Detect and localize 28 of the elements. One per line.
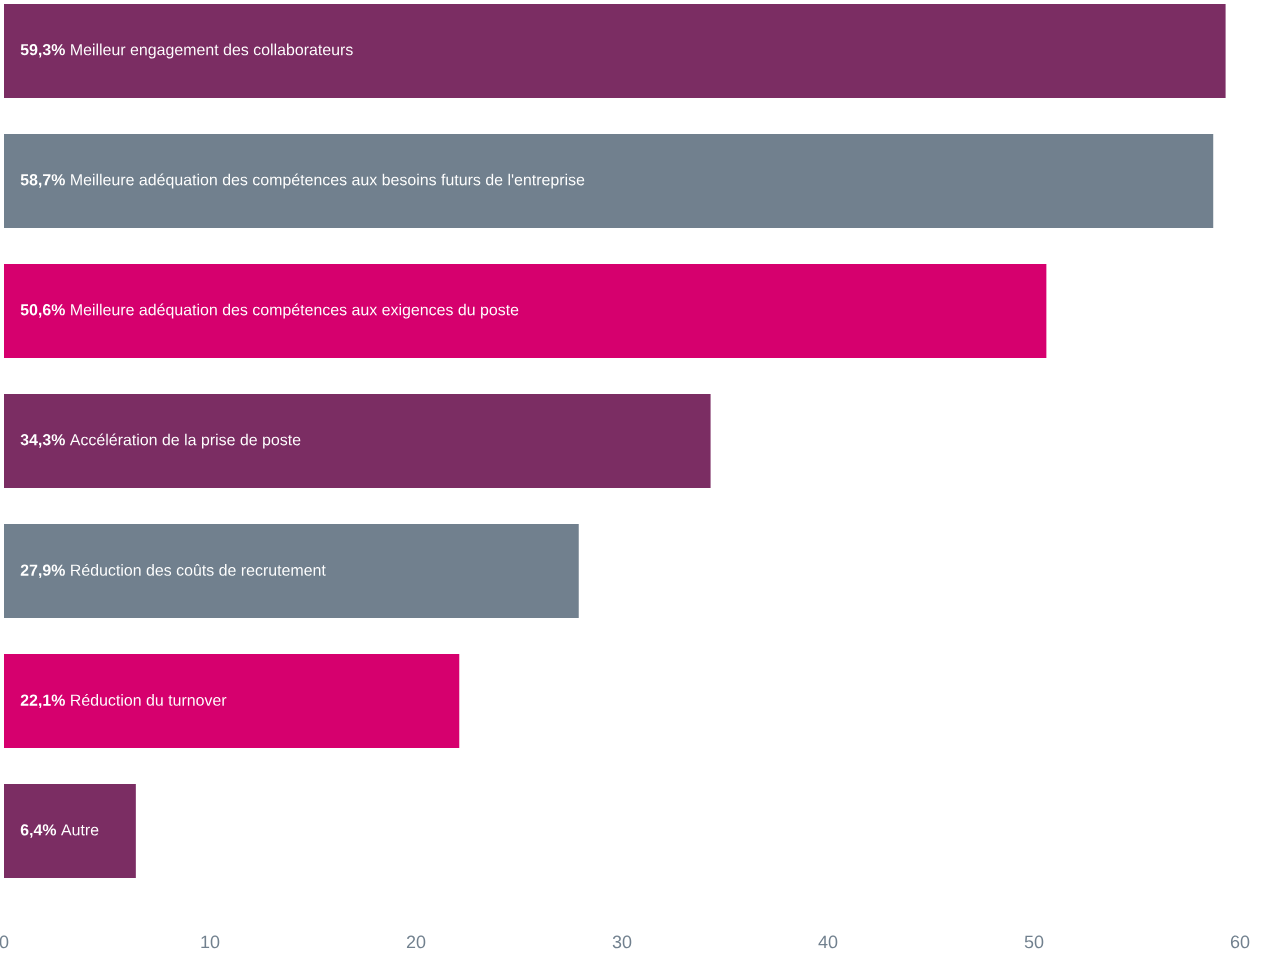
data-label: 22,1% — [20, 694, 65, 709]
bar — [4, 654, 460, 749]
bar — [4, 394, 711, 489]
bar — [4, 264, 1047, 359]
y-tick-label: Accélération de la prise de poste — [69, 433, 301, 449]
y-tick-label: Meilleur engagement des collaborateurs — [71, 43, 353, 59]
x-tick-label: 30 — [612, 935, 632, 949]
x-tick-label: 60 — [1230, 935, 1250, 949]
y-tick-label: Réduction des coûts de recrutement — [71, 563, 326, 576]
data-label: 34,3% — [20, 434, 65, 448]
bar — [4, 524, 579, 619]
y-tick-label: Autre — [60, 824, 99, 836]
y-tick-label: Meilleure adéquation des compétences aux exigences du poste — [71, 303, 519, 319]
data-label: 50,6% — [20, 304, 65, 318]
data-label: 27,9% — [20, 564, 65, 579]
bar — [4, 4, 1226, 99]
bar — [4, 134, 1214, 229]
y-tick-label: Réduction du turnover — [71, 693, 227, 706]
x-tick-label: 10 — [201, 935, 220, 949]
data-label: 59,3% — [20, 44, 65, 58]
y-tick-label: Meilleure adéquation des compétences aux besoins futurs de l'entreprise — [71, 173, 585, 189]
data-label: 58,7% — [20, 174, 65, 188]
x-tick-label: 20 — [406, 935, 426, 949]
x-tick-label: 50 — [1024, 935, 1044, 949]
x-tick-label: 0 — [0, 935, 9, 949]
bar — [4, 784, 136, 879]
data-label: 6,4% — [20, 824, 57, 838]
x-tick-label: 40 — [818, 935, 838, 949]
